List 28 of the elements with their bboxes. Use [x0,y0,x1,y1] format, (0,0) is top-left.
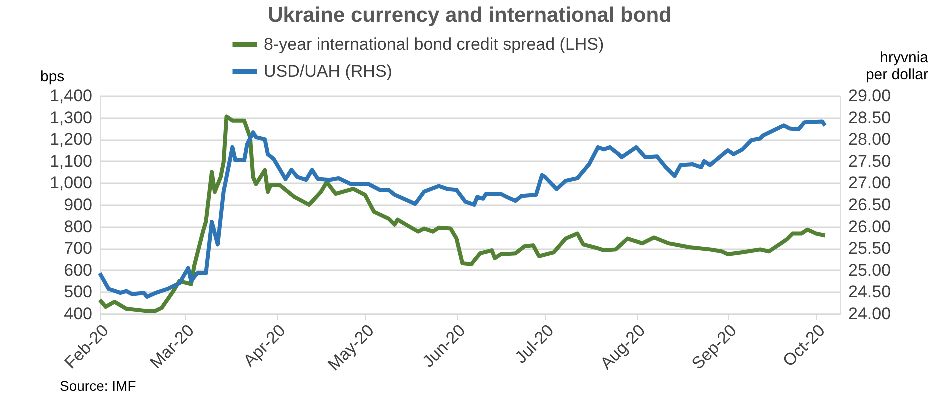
y-tick-label: 400 [64,304,92,324]
y2-tick-label: 24.00 [848,304,892,324]
y2-tick-label: 25.00 [848,260,892,280]
y-tick-label: 1,100 [50,152,92,171]
y2-tick-label: 29.00 [848,86,892,106]
y-tick-label: 1,000 [50,174,92,193]
y2-tick-label: 28.00 [848,130,892,150]
y-tick-label: 1,400 [50,86,92,106]
y-tick-label: 600 [64,260,92,280]
y-tick-label: 1,200 [50,130,92,150]
legend-label: USD/UAH (RHS) [264,62,392,81]
y2-tick-label: 28.50 [848,108,892,128]
source-note: Source: IMF [60,378,136,394]
y-tick-label: 700 [64,239,92,258]
y2-tick-label: 26.00 [848,217,892,236]
y2-tick-label: 27.00 [848,174,892,193]
y-tick-label: 800 [64,217,92,236]
y-tick-label: 900 [64,196,92,214]
y2-axis-title: hryvnia per dollar [866,50,930,84]
y-tick-label: 500 [64,282,92,302]
y-axis-title: bps [40,68,65,86]
y2-tick-label: 24.50 [848,282,892,302]
chart-title: Ukraine currency and international bond [268,4,672,27]
y-tick-label: 1,300 [50,108,92,128]
y2-tick-label: 27.50 [848,152,892,171]
y2-tick-label: 26.50 [848,196,892,214]
legend-label: 8-year international bond credit spread (LHS) [264,35,604,54]
y2-tick-label: 25.50 [848,239,892,258]
